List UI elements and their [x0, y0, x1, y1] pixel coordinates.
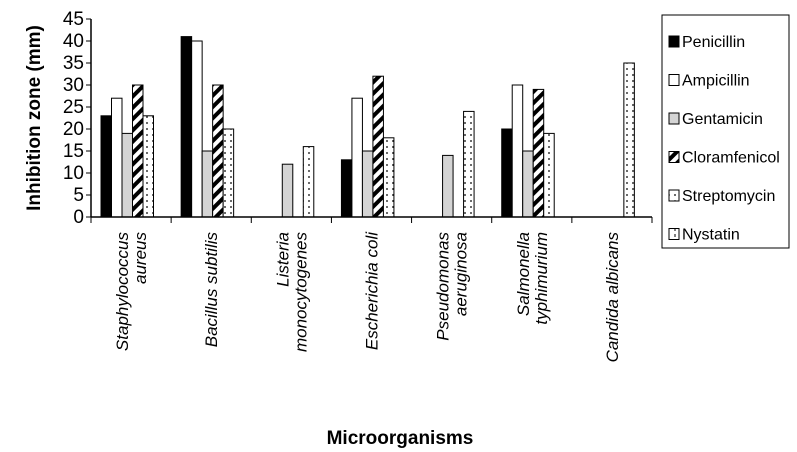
category-label: Listeria monocytogenes: [273, 232, 310, 353]
bar: [222, 128, 235, 218]
y-tick-label: 15: [63, 141, 84, 162]
bar: [463, 110, 475, 218]
bar: [302, 146, 315, 218]
legend-frame: [661, 14, 790, 249]
category-label: Pseudomonas aeruginosa: [434, 232, 471, 341]
legend-label: Nystatin: [682, 227, 740, 244]
x-axis-title: Microorganisms: [327, 428, 474, 449]
x-axis-labels: Staphylococcus aureus Bacillus subtilis Lis…: [113, 231, 622, 363]
y-tick-label: 35: [63, 53, 84, 74]
category-label-line: Escherichia coli: [363, 231, 382, 350]
legend-label: Penicillin: [682, 34, 745, 51]
bar: [142, 115, 154, 218]
legend-label: Cloramfenicol: [682, 150, 780, 167]
bar: [132, 84, 144, 218]
category-label-line: Pseudomonas: [434, 232, 453, 341]
y-tick-label: 0: [73, 207, 84, 228]
category-label: Bacillus subtilis: [202, 232, 221, 348]
bar: [511, 84, 524, 218]
bar: [121, 132, 133, 218]
bar: [100, 115, 112, 218]
y-axis-title: Inhibition zone (mm): [24, 25, 45, 211]
bar: [191, 40, 203, 218]
y-tick-label: 5: [73, 185, 84, 206]
category-label: Escherichia coli: [363, 231, 382, 350]
category-label: Candida albicans: [603, 232, 622, 363]
category-label-line: Listeria: [273, 232, 292, 287]
bar: [340, 159, 353, 218]
bar: [372, 75, 384, 218]
bar: [361, 150, 374, 218]
category-label-line: aureus: [131, 232, 150, 284]
legend-label: Gentamicin: [682, 111, 763, 128]
bars: [100, 36, 635, 218]
category-label: Salmonella typhimurium: [514, 232, 551, 325]
legend-swatch: [668, 35, 680, 48]
bar: [111, 97, 123, 218]
category-label: Staphylococcus aureus: [113, 232, 150, 352]
category-label-line: Candida albicans: [603, 232, 622, 363]
bar: [543, 132, 555, 218]
legend-swatch: [668, 189, 680, 202]
category-label-line: Salmonella: [514, 232, 533, 316]
y-tick-label: 45: [63, 9, 84, 30]
y-tick-label: 30: [63, 75, 84, 96]
bar: [351, 97, 363, 218]
axes: [90, 19, 653, 223]
category-label-line: typhimurium: [532, 232, 551, 325]
legend-swatch: [668, 228, 680, 240]
bar: [532, 88, 545, 218]
legend-label: Streptomycin: [682, 188, 775, 205]
legend-swatch: [668, 112, 680, 125]
bar: [382, 137, 395, 218]
y-tick-label: 10: [63, 163, 84, 184]
bar: [442, 154, 454, 218]
category-label-line: Bacillus subtilis: [202, 232, 221, 348]
bar: [501, 128, 513, 218]
bar: [623, 62, 635, 218]
category-label-line: aeruginosa: [452, 232, 471, 316]
bar: [212, 84, 224, 218]
bar: [180, 36, 193, 218]
y-tick-label: 25: [63, 97, 84, 118]
category-label-line: Staphylococcus: [113, 232, 132, 352]
bar: [201, 150, 214, 218]
legend-swatch: [668, 151, 680, 163]
y-tick-label: 20: [63, 119, 84, 140]
legend-label: Ampicillin: [682, 73, 750, 90]
legend: Penicillin Ampicillin Gentamicin Cloramfeni…: [661, 14, 790, 249]
y-tick-label: 40: [63, 31, 84, 52]
category-label-line: monocytogenes: [291, 232, 310, 353]
bar: [522, 150, 534, 218]
legend-swatch: [668, 74, 680, 86]
bar: [281, 163, 294, 218]
